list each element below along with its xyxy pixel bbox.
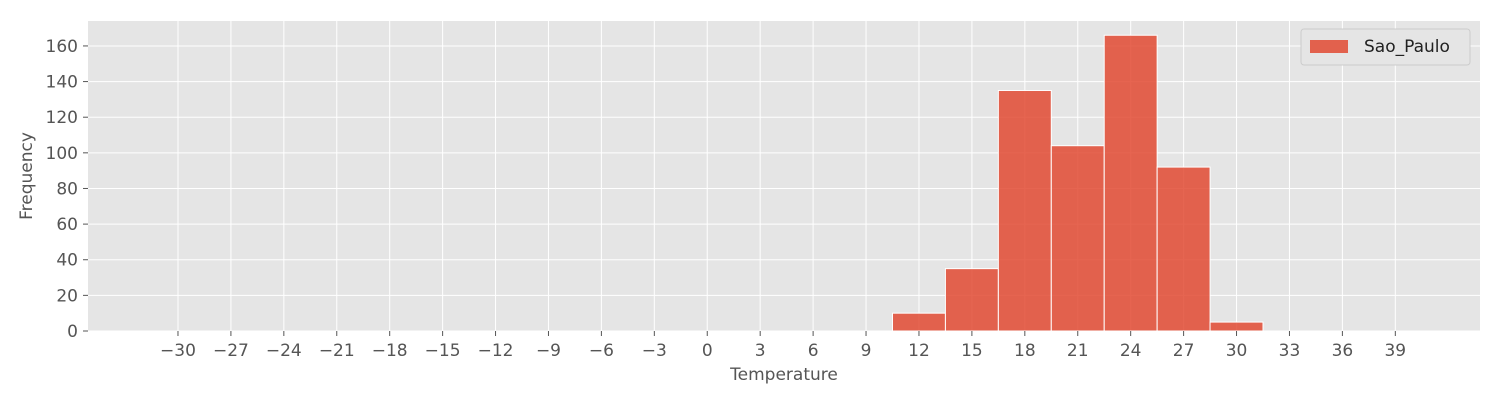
y-tick-label: 40	[56, 251, 78, 271]
x-tick-label: −30	[160, 341, 196, 361]
x-tick-label: −18	[372, 341, 408, 361]
x-tick-label: 3	[755, 341, 766, 361]
y-tick-label: 120	[46, 108, 78, 128]
x-axis-ticks: −30 −27 −24 −21 −18 −15 −12 −9 −6 −3 0 3 6 9 12 15 18 21 2…	[160, 331, 1406, 361]
x-tick-label: 6	[808, 341, 819, 361]
x-tick-label: −15	[425, 341, 461, 361]
x-tick-label: −6	[589, 341, 614, 361]
legend-label: Sao_Paulo	[1364, 37, 1450, 57]
x-tick-label: 0	[702, 341, 713, 361]
x-tick-label: 21	[1067, 341, 1089, 361]
y-axis-label: Frequency	[17, 132, 37, 220]
x-tick-label: −9	[536, 341, 561, 361]
bars	[892, 34, 1264, 332]
x-tick-label: −27	[213, 341, 249, 361]
x-tick-label: −12	[478, 341, 514, 361]
x-tick-label: 36	[1332, 341, 1354, 361]
histogram-bar	[944, 268, 999, 332]
legend-frame	[1300, 28, 1471, 66]
histogram-bar	[1209, 321, 1264, 332]
histogram-bar	[1103, 34, 1158, 332]
x-tick-label: 30	[1226, 341, 1248, 361]
histogram-bar	[1050, 145, 1105, 332]
x-tick-label: 24	[1120, 341, 1142, 361]
x-tick-label: 15	[961, 341, 983, 361]
x-tick-label: 39	[1384, 341, 1406, 361]
x-tick-label: −24	[266, 341, 302, 361]
y-tick-label: 60	[56, 215, 78, 235]
y-tick-label: 160	[46, 37, 78, 57]
legend-swatch	[1310, 40, 1348, 53]
histogram-bar	[892, 312, 946, 332]
x-axis-label: Temperature	[729, 365, 838, 385]
x-tick-label: 12	[908, 341, 930, 361]
y-tick-label: 140	[46, 73, 78, 93]
x-tick-label: −3	[642, 341, 667, 361]
y-tick-label: 100	[46, 144, 78, 164]
x-tick-label: 33	[1279, 341, 1301, 361]
y-tick-label: 80	[56, 179, 78, 199]
histogram-bar	[997, 89, 1052, 332]
y-tick-label: 20	[56, 286, 78, 306]
x-tick-label: −21	[319, 341, 355, 361]
grid-lines	[88, 21, 1480, 332]
x-tick-label: 9	[861, 341, 872, 361]
x-tick-label: 27	[1173, 341, 1195, 361]
y-tick-label: 0	[67, 322, 78, 342]
x-tick-label: 18	[1014, 341, 1036, 361]
histogram-bar	[1156, 166, 1211, 332]
legend: Sao_Paulo	[1300, 28, 1471, 66]
plot-background	[88, 21, 1480, 331]
y-axis-ticks: 0 20 40 60 80 100 120 140 160	[46, 37, 88, 342]
